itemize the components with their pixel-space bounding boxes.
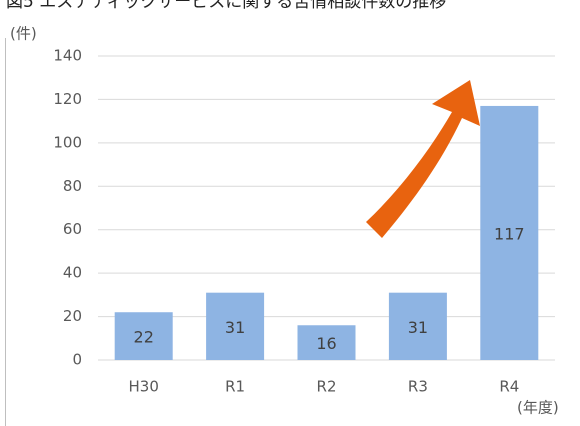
bar bbox=[388, 292, 447, 360]
y-tick-label: 120 bbox=[53, 90, 82, 108]
bar bbox=[297, 325, 356, 360]
y-tick-label: 20 bbox=[63, 307, 82, 325]
x-axis-label: (年度) bbox=[517, 399, 559, 417]
chart-title: 図5 エステティックサービスに関する苦情相談件数の推移 bbox=[6, 0, 446, 12]
data-label: 117 bbox=[494, 224, 525, 243]
bar bbox=[206, 292, 265, 360]
data-label: 16 bbox=[316, 334, 336, 353]
y-tick-label: 0 bbox=[72, 351, 82, 369]
y-tick-label: 80 bbox=[63, 177, 82, 195]
trend-arrow bbox=[366, 80, 480, 238]
bar bbox=[480, 105, 539, 360]
x-tick-label: R3 bbox=[408, 378, 428, 396]
x-tick-label: H30 bbox=[129, 378, 159, 396]
data-label: 31 bbox=[225, 318, 245, 337]
data-label: 22 bbox=[134, 328, 154, 347]
data-label: 31 bbox=[408, 318, 428, 337]
y-tick-label: 40 bbox=[63, 264, 82, 282]
y-tick-label: 140 bbox=[53, 47, 82, 65]
y-axis-label: (件) bbox=[10, 25, 37, 43]
x-tick-label: R4 bbox=[499, 378, 519, 396]
x-tick-label: R2 bbox=[317, 378, 337, 396]
y-tick-label: 100 bbox=[53, 133, 82, 151]
x-tick-label: R1 bbox=[225, 378, 245, 396]
bar bbox=[114, 312, 173, 360]
plot-area: 0 20 40 60 80 100 120 140 H30 22 R1 31 R2 16 R3 31 R4 117 bbox=[53, 47, 555, 396]
y-tick-label: 60 bbox=[63, 220, 82, 238]
